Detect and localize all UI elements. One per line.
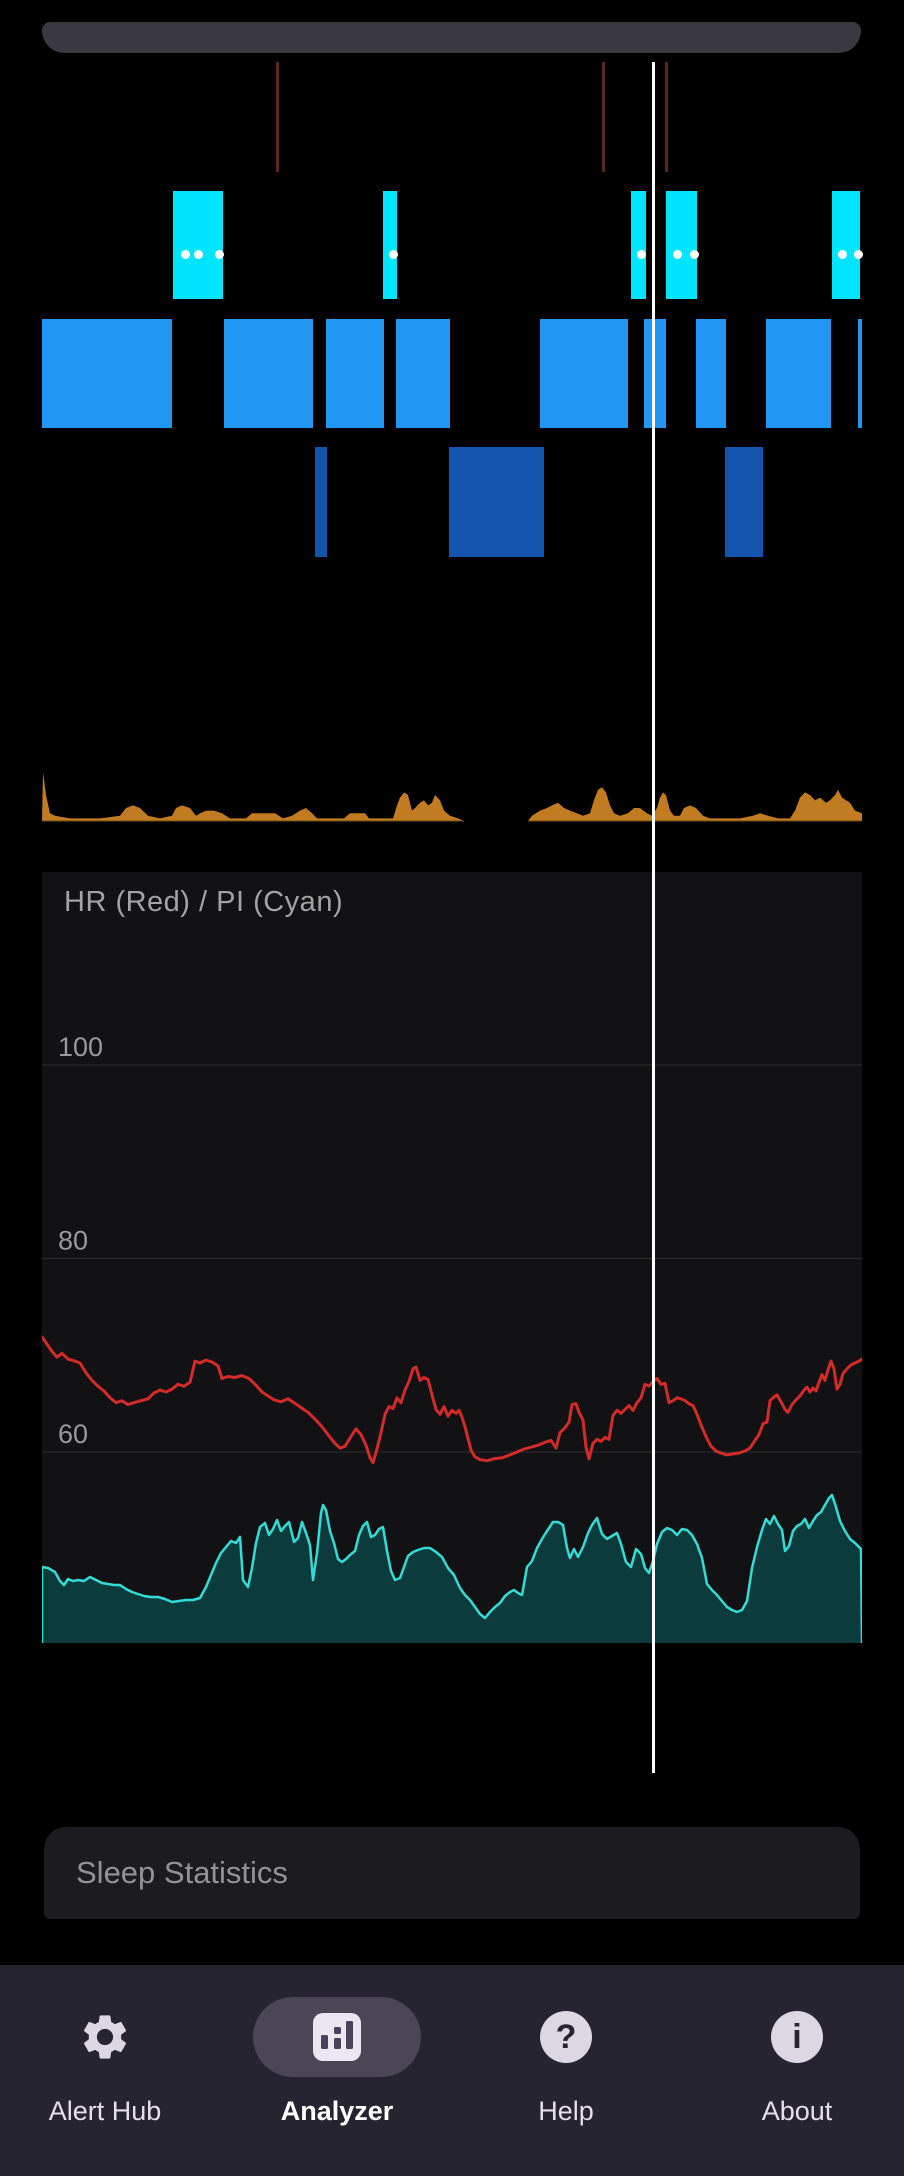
nav-label-alert-hub: Alert Hub: [48, 2096, 162, 2126]
info-icon: i: [769, 2010, 825, 2064]
analytics-icon: [313, 2013, 361, 2061]
movement-chart: [42, 771, 862, 822]
stage-marker-dot: [215, 250, 224, 259]
info-icon: i: [771, 2011, 823, 2063]
stage-marker-dot: [690, 250, 699, 259]
question-icon: ?: [540, 2011, 592, 2063]
nav-label-analyzer: Analyzer: [280, 2096, 394, 2126]
sleep-statistics-card[interactable]: Sleep Statistics: [44, 1827, 860, 1919]
bottom-nav: Alert Hub Analyzer? Help i About: [0, 1965, 904, 2176]
time-cursor[interactable]: [652, 62, 655, 1773]
sleep-stage-block[interactable]: [224, 319, 313, 428]
analytics-icon: [309, 2010, 365, 2064]
question-icon: ?: [538, 2010, 594, 2064]
nav-item-alert-hub[interactable]: Alert Hub: [0, 1965, 215, 2176]
sleep-stage-block[interactable]: [540, 319, 628, 428]
sleep-stage-block[interactable]: [696, 319, 726, 428]
hr-pi-plot: 100 80 60: [42, 1032, 862, 1643]
stage-marker-dot: [838, 250, 847, 259]
y-axis-label: 100: [58, 1032, 103, 1062]
hr-pi-chart-title: HR (Red) / PI (Cyan): [64, 886, 344, 918]
sleep-stage-block[interactable]: [449, 447, 544, 557]
sleep-stage-block[interactable]: [832, 191, 860, 299]
event-mark-tick: [276, 62, 279, 172]
sleep-stage-block[interactable]: [631, 191, 646, 299]
sleep-stage-block[interactable]: [725, 447, 763, 557]
y-axis-label: 60: [58, 1419, 88, 1449]
hr-pi-panel[interactable]: HR (Red) / PI (Cyan) 100 80 60: [42, 872, 862, 1643]
sleep-stage-block[interactable]: [666, 191, 697, 299]
sheet-handle[interactable]: [42, 22, 861, 53]
gear-icon: [77, 2010, 133, 2064]
sleep-stage-block[interactable]: [396, 319, 450, 428]
sleep-statistics-title: Sleep Statistics: [76, 1855, 288, 1890]
nav-label-about: About: [761, 2096, 833, 2126]
event-mark-tick: [602, 62, 605, 172]
nav-item-help[interactable]: ? Help: [456, 1965, 676, 2176]
sleep-stage-block[interactable]: [173, 191, 223, 299]
sleep-stage-block[interactable]: [42, 319, 172, 428]
sleep-stage-block[interactable]: [766, 319, 831, 428]
event-mark-tick: [665, 62, 668, 172]
sleep-stage-block[interactable]: [326, 319, 384, 428]
stage-marker-dot: [194, 250, 203, 259]
gear-icon: [83, 2015, 127, 2059]
nav-item-analyzer[interactable]: Analyzer: [227, 1965, 447, 2176]
sleep-stage-block[interactable]: [383, 191, 397, 299]
sleep-stage-block[interactable]: [858, 319, 862, 428]
stage-marker-dot: [854, 250, 863, 259]
stage-marker-dot: [673, 250, 682, 259]
stage-marker-dot: [637, 250, 646, 259]
nav-label-help: Help: [538, 2096, 594, 2126]
sleep-stage-block[interactable]: [644, 319, 666, 428]
stage-marker-dot: [181, 250, 190, 259]
sleep-stage-block[interactable]: [315, 447, 327, 557]
nav-item-about[interactable]: i About: [687, 1965, 904, 2176]
stage-marker-dot: [389, 250, 398, 259]
y-axis-label: 80: [58, 1226, 88, 1256]
